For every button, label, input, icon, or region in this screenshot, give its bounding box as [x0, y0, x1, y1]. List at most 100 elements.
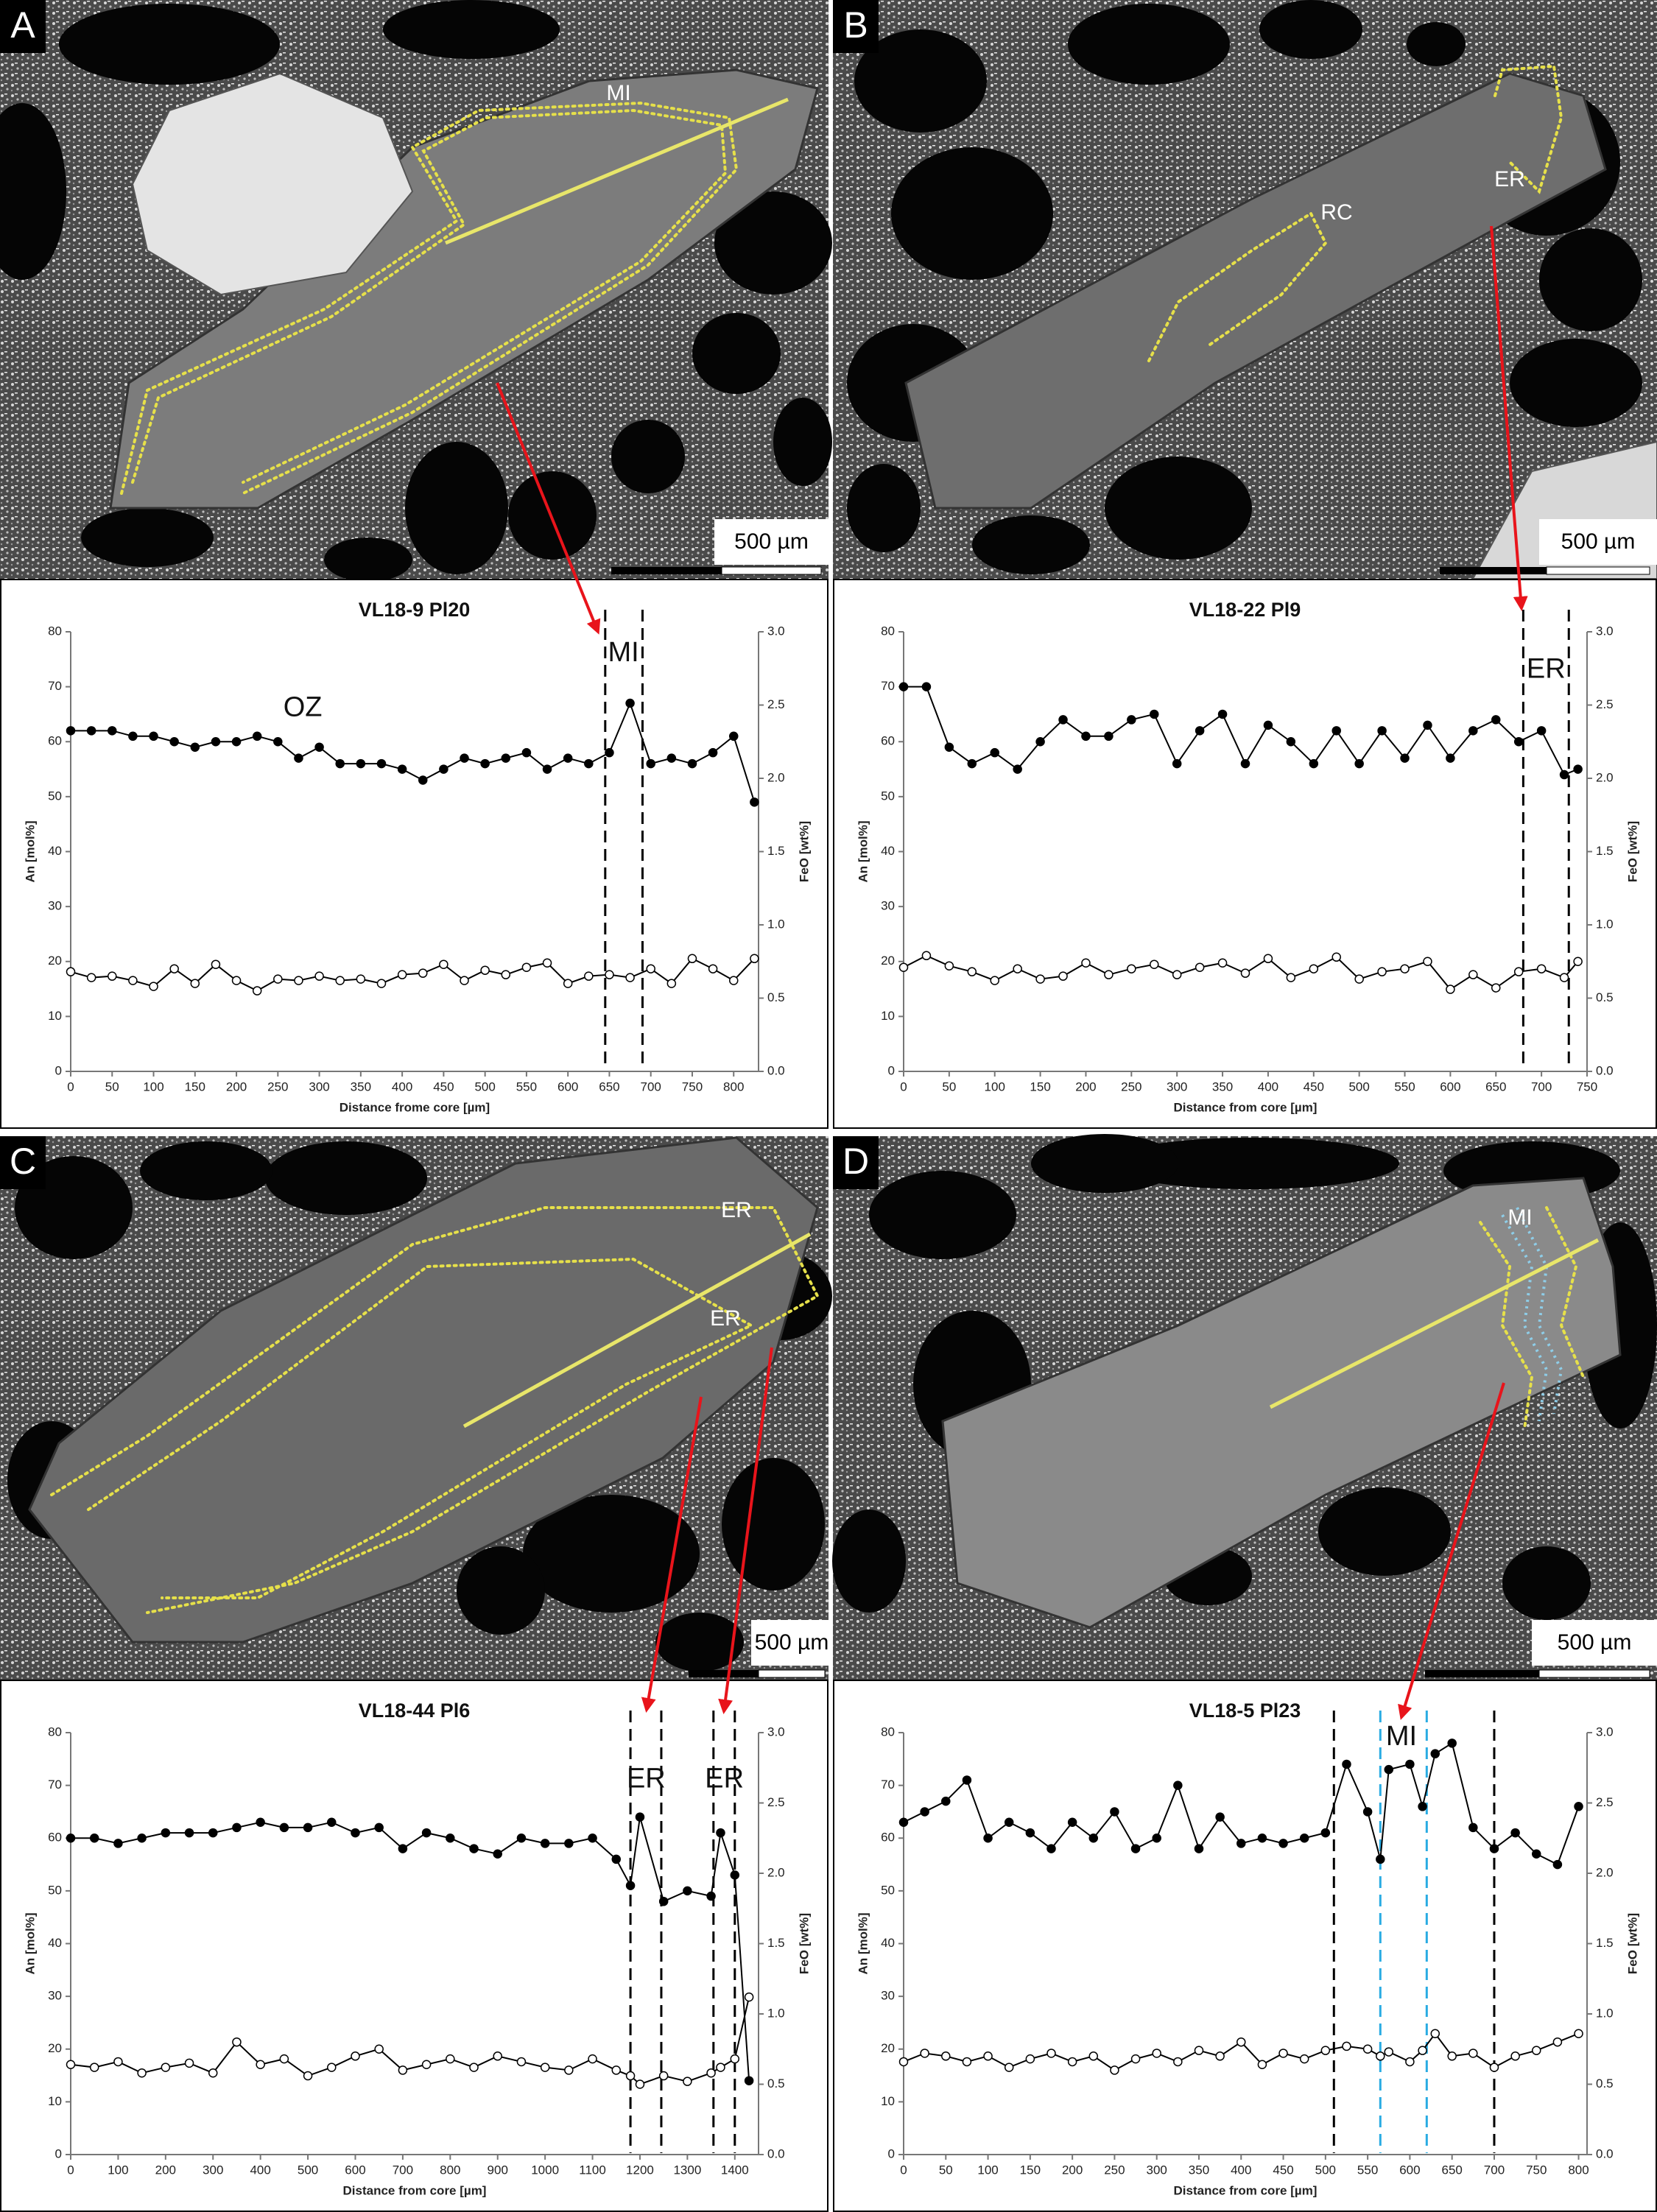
- vesicle: [1407, 22, 1466, 66]
- data-point: [169, 737, 179, 747]
- data-point: [439, 764, 448, 774]
- vesicle: [611, 420, 685, 493]
- data-point: [1173, 2057, 1183, 2067]
- data-point: [990, 976, 999, 985]
- y-tick-label: 70: [48, 679, 62, 693]
- data-point: [256, 2060, 265, 2070]
- data-point: [446, 2054, 455, 2064]
- x-tick-label: 200: [1075, 1079, 1096, 1093]
- y-tick-label: 50: [48, 1883, 62, 1897]
- y-tick-label: 60: [48, 734, 62, 748]
- data-point: [1536, 964, 1547, 973]
- data-point: [584, 758, 594, 769]
- data-point: [1384, 2047, 1394, 2057]
- data-point: [1240, 968, 1250, 978]
- vesicle: [140, 1141, 272, 1200]
- vesicle: [832, 1510, 906, 1613]
- data-point: [1081, 958, 1091, 968]
- micrograph: RC ER B 500 µm: [833, 0, 1657, 580]
- profile-line: [1269, 1238, 1600, 1409]
- data-point: [666, 979, 677, 988]
- y-tick-label: 70: [48, 1778, 62, 1792]
- data-point: [149, 982, 158, 991]
- data-point: [89, 2063, 99, 2072]
- data-point: [231, 737, 242, 747]
- x-tick-label: 250: [1121, 1079, 1141, 1093]
- data-point: [744, 1992, 754, 2002]
- data-point: [211, 959, 221, 969]
- image-label: MI: [1508, 1205, 1532, 1230]
- scale-bar: [1440, 567, 1547, 574]
- data-point: [1240, 758, 1250, 769]
- data-point: [421, 1828, 432, 1838]
- data-point: [1362, 2044, 1373, 2054]
- data-point: [1058, 715, 1068, 725]
- vesicle: [1105, 1138, 1399, 1189]
- vesicle: [81, 508, 214, 567]
- scale-bar: [689, 1670, 759, 1677]
- y-tick-label: 10: [881, 1009, 895, 1023]
- vesicle: [1318, 1487, 1451, 1576]
- data-point: [86, 726, 96, 736]
- data-point: [666, 753, 677, 763]
- data-point: [1150, 959, 1159, 969]
- data-point: [460, 753, 469, 763]
- data-point: [66, 967, 76, 976]
- data-point: [1152, 2049, 1161, 2058]
- data-point: [1468, 726, 1478, 736]
- data-point: [1446, 753, 1455, 763]
- data-point: [611, 2065, 622, 2075]
- data-point: [646, 964, 655, 973]
- letter-box: [0, 1136, 46, 1189]
- data-point: [521, 962, 532, 972]
- data-point: [1299, 2054, 1309, 2064]
- data-point: [516, 2057, 527, 2067]
- x-tick-label: 1200: [626, 2163, 654, 2177]
- zone-outline: [1545, 1206, 1585, 1378]
- data-point: [898, 1817, 909, 1828]
- data-point: [516, 1834, 527, 1843]
- x-tick-label: 1000: [531, 2163, 559, 2177]
- plagioclase-crystal: [109, 68, 819, 510]
- data-point: [1354, 758, 1364, 769]
- vesicle: [692, 313, 781, 394]
- letter-box: [833, 0, 879, 53]
- data-point: [113, 2057, 123, 2067]
- x-tick-label: 600: [1440, 1079, 1460, 1093]
- x-tick-label: 550: [1394, 1079, 1415, 1093]
- annotation: ER: [705, 1763, 744, 1794]
- series-line: [70, 957, 756, 992]
- zone-outline: [1479, 1221, 1534, 1430]
- data-point: [1215, 1812, 1225, 1822]
- data-point: [1263, 954, 1273, 964]
- data-point: [635, 2079, 645, 2089]
- data-point: [1532, 2046, 1541, 2055]
- data-point: [563, 753, 573, 763]
- vesicle: [1105, 457, 1252, 560]
- y-tick-label: 70: [881, 1778, 895, 1792]
- data-point: [1489, 1844, 1499, 1853]
- data-point: [1468, 970, 1478, 979]
- data-point: [1423, 957, 1432, 966]
- scale-label-box: [1539, 519, 1657, 565]
- y2-tick-label: 2.5: [767, 697, 785, 711]
- data-point: [1489, 2063, 1499, 2072]
- image-label: RC: [1320, 200, 1352, 225]
- vesicle: [265, 1141, 427, 1215]
- data-point: [1172, 758, 1182, 769]
- data-point: [1552, 2037, 1563, 2047]
- data-point: [294, 753, 303, 763]
- y2-tick-label: 0.5: [767, 2077, 785, 2091]
- data-point: [564, 1839, 574, 1848]
- data-point: [1574, 1802, 1583, 1811]
- data-point: [625, 2071, 636, 2081]
- data-point: [967, 758, 977, 769]
- data-point: [625, 973, 635, 982]
- x-tick-label: 50: [105, 1079, 119, 1093]
- data-point: [584, 971, 594, 981]
- y2-tick-label: 0.0: [767, 1063, 785, 1077]
- data-point: [1384, 1764, 1394, 1775]
- data-point: [962, 1775, 972, 1785]
- y-tick-label: 50: [881, 789, 895, 803]
